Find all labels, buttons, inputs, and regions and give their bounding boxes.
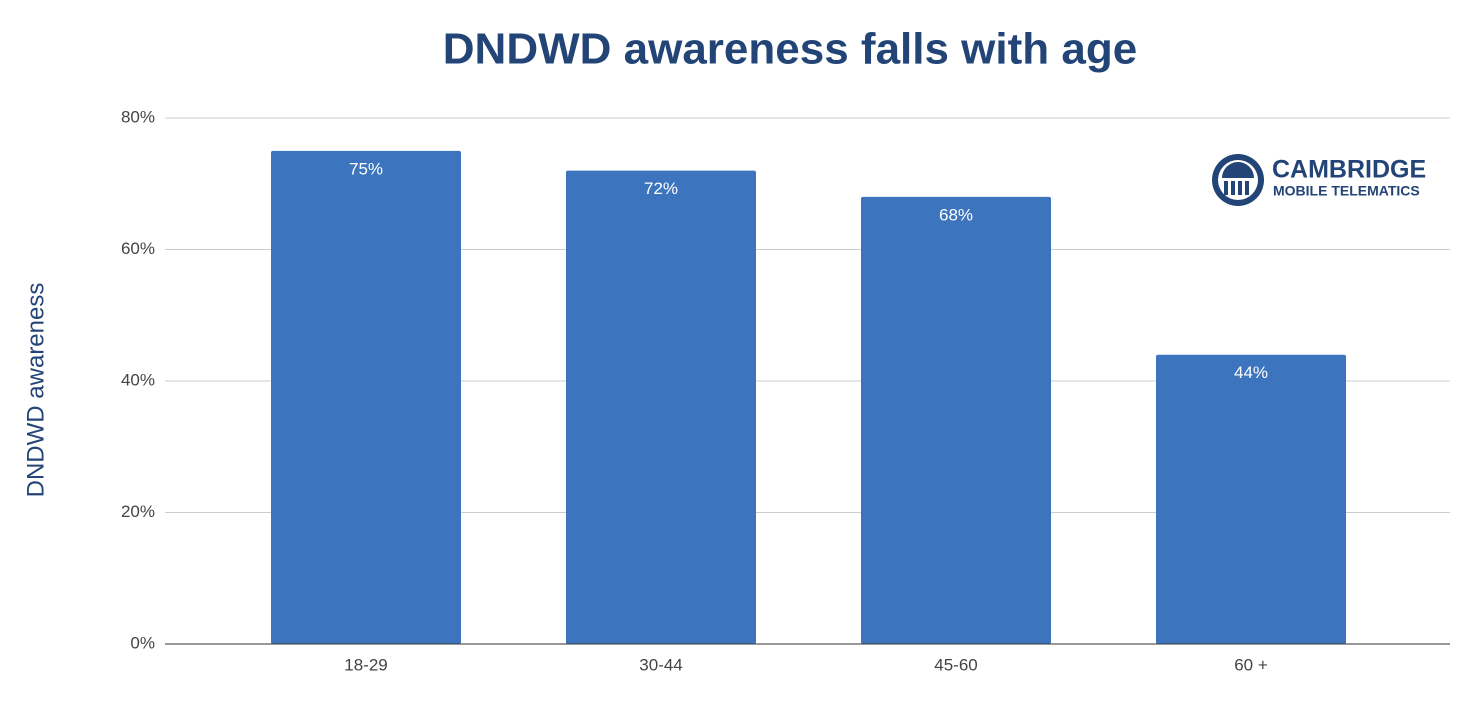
bar — [861, 196, 1051, 644]
logo-column — [1238, 181, 1242, 195]
logo-column — [1245, 181, 1249, 195]
y-tick-label: 20% — [121, 502, 155, 521]
x-tick-label: 30-44 — [639, 655, 682, 674]
x-tick-label: 60 + — [1234, 655, 1268, 674]
y-tick-label: 40% — [121, 370, 155, 389]
logo-text: MOBILE TELEMATICS — [1273, 183, 1420, 199]
y-axis-label: DNDWD awareness — [22, 283, 49, 498]
logo: CAMBRIDGE MOBILE TELEMATICS — [1212, 154, 1426, 206]
logo-column — [1224, 181, 1228, 195]
value-label: 68% — [939, 205, 973, 224]
bar — [566, 170, 756, 644]
x-tick-label: 45-60 — [934, 655, 977, 674]
value-label: 75% — [349, 159, 383, 178]
y-tick-label: 60% — [121, 239, 155, 258]
x-tick-label: 18-29 — [344, 655, 387, 674]
logo-text: CAMBRIDGE — [1272, 156, 1426, 184]
value-label: 72% — [644, 179, 678, 198]
logo-column — [1231, 181, 1235, 195]
value-label: 44% — [1234, 363, 1268, 382]
bar — [271, 150, 461, 644]
chart-title: DNDWD awareness falls with age — [443, 25, 1137, 74]
bar — [1156, 354, 1346, 644]
logo-dome — [1222, 162, 1254, 178]
y-tick-label: 0% — [130, 633, 155, 652]
y-tick-label: 80% — [121, 107, 155, 126]
